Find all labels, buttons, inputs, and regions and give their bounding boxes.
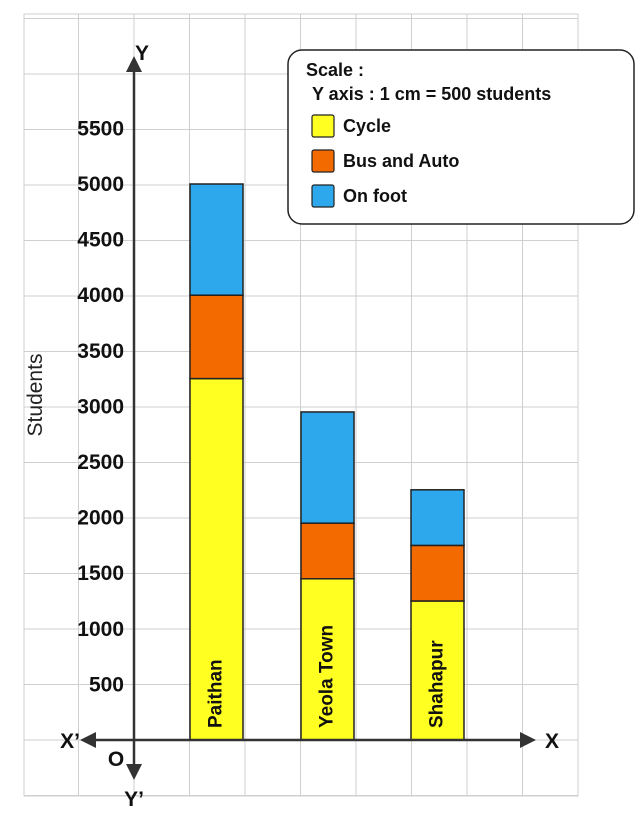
category-labels: Paithan Yeola Town Shahapur — [206, 625, 448, 728]
bar-segment — [189, 294, 244, 380]
y-tick-label: 1500 — [77, 562, 124, 585]
legend-swatch — [311, 149, 335, 173]
category-label: Shahapur — [427, 640, 448, 728]
legend-entry: Bus and Auto — [343, 151, 459, 171]
y-neg-axis-letter: Y’ — [124, 788, 144, 811]
bar-segment — [300, 522, 355, 580]
y-tick-label: 4500 — [77, 229, 124, 252]
bar-segment — [189, 377, 244, 741]
x-neg-arrow-icon — [80, 732, 96, 748]
bar-segment — [189, 183, 244, 296]
y-tick-label: 2000 — [77, 507, 124, 530]
y-tick-label: 1000 — [77, 618, 124, 641]
legend-scale-text: Y axis : 1 cm = 500 students — [312, 84, 551, 104]
x-neg-axis-letter: X’ — [60, 730, 80, 753]
y-tick-label: 5500 — [77, 117, 124, 140]
legend: Scale : Y axis : 1 cm = 500 students Cyc… — [287, 49, 635, 225]
axes: Y Y’ X X’ O — [60, 42, 559, 811]
legend-scale-title: Scale : — [306, 60, 364, 80]
legend-swatch — [311, 184, 335, 208]
category-label: Yeola Town — [317, 625, 338, 728]
y-tick-labels: 500 1000 1500 2000 2500 3000 3500 4000 4500 5000 5… — [77, 117, 124, 696]
y-tick-label: 3500 — [77, 340, 124, 363]
y-tick-label: 3000 — [77, 395, 124, 418]
bar-segment — [410, 544, 465, 602]
y-tick-label: 4000 — [77, 284, 124, 307]
y-axis-letter: Y — [135, 42, 149, 65]
category-label: Paithan — [206, 659, 227, 728]
y-tick-label: 5000 — [77, 173, 124, 196]
y-axis-label: Students — [24, 354, 47, 437]
bar-segment — [410, 489, 465, 547]
x-axis-letter: X — [545, 730, 559, 753]
legend-swatch — [311, 114, 335, 138]
legend-entry: Cycle — [343, 116, 391, 136]
bar-segment — [410, 600, 465, 741]
bars — [189, 183, 465, 741]
legend-entry: On foot — [343, 186, 407, 206]
y-tick-label: 2500 — [77, 451, 124, 474]
bar-segment — [300, 411, 355, 524]
bar-segment — [300, 578, 355, 741]
y-neg-arrow-icon — [126, 764, 142, 780]
legend-box — [287, 49, 635, 225]
x-arrow-icon — [520, 732, 536, 748]
y-tick-label: 500 — [89, 673, 124, 696]
y-arrow-icon — [126, 56, 142, 72]
origin-label: O — [108, 748, 124, 771]
